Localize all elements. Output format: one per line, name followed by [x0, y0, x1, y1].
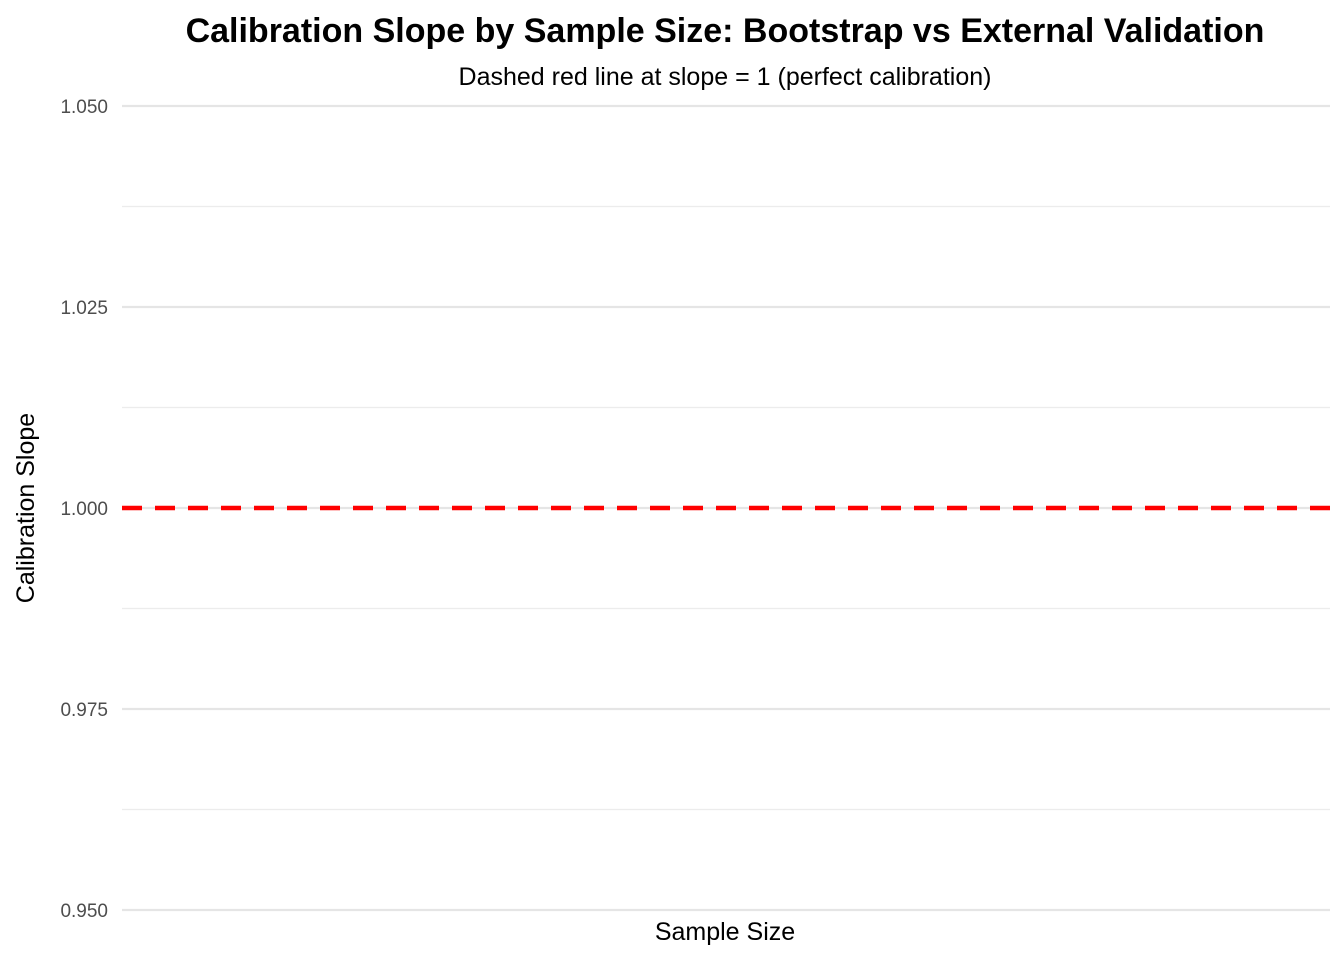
chart-subtitle: Dashed red line at slope = 1 (perfect ca…	[459, 63, 992, 91]
y-tick-label-4: 1.050	[60, 97, 108, 118]
y-tick-label-0: 0.950	[60, 901, 108, 922]
y-tick-label-1: 0.975	[60, 700, 108, 721]
y-axis-label: Calibration Slope	[12, 413, 40, 603]
y-tick-label-3: 1.025	[60, 298, 108, 319]
chart-title: Calibration Slope by Sample Size: Bootst…	[186, 12, 1265, 50]
y-tick-label-2: 1.000	[60, 499, 108, 520]
y-axis-ticks: 0.950 0.975 1.000 1.025 1.050	[60, 97, 108, 922]
x-axis-label: Sample Size	[655, 918, 795, 946]
